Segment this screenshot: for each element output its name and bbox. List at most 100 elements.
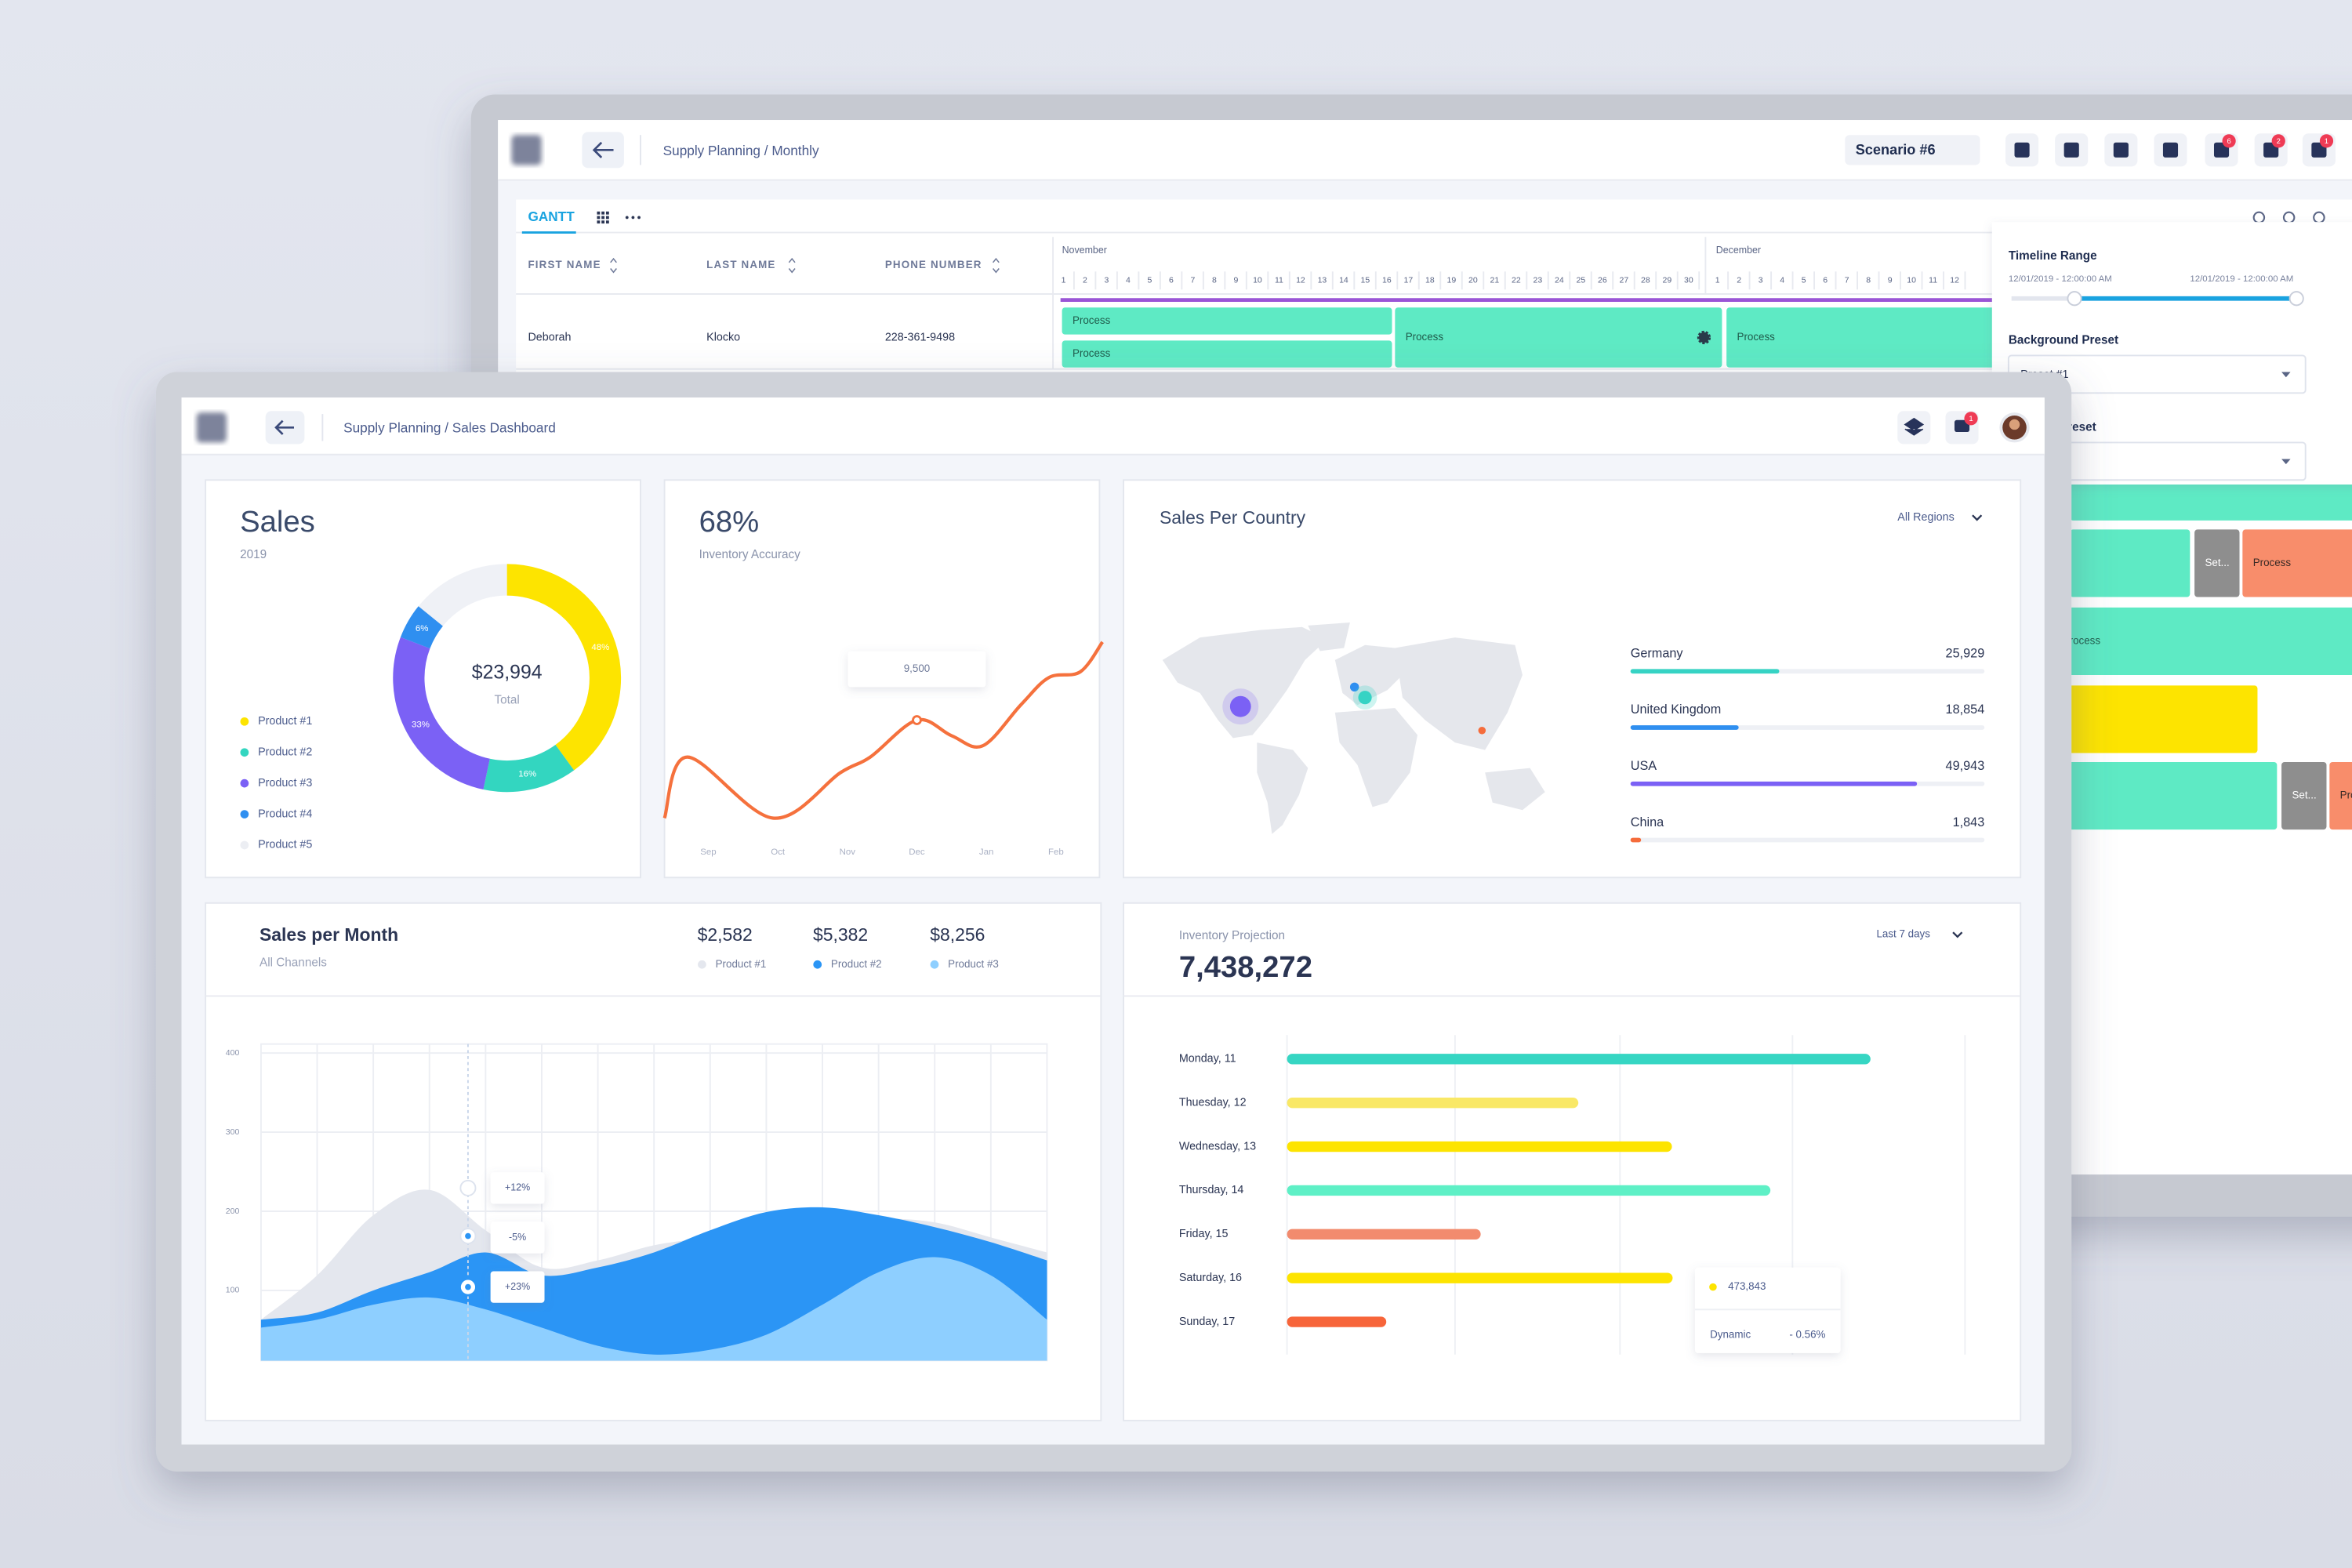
hover-marker xyxy=(459,1179,477,1196)
day-label: Thursday, 14 xyxy=(1179,1184,1244,1196)
data-point xyxy=(912,715,922,725)
filter-chevron xyxy=(1952,931,1963,938)
scenario-selector[interactable] xyxy=(1845,135,1980,165)
x-tick-label: Dec xyxy=(909,848,925,857)
avatar-face xyxy=(2009,419,2020,430)
tooltip-value: 473,843 xyxy=(1728,1280,1766,1292)
day-label: Wednesday, 13 xyxy=(1179,1140,1256,1152)
toolbar-icon xyxy=(2113,142,2129,158)
toolbar-icon xyxy=(2162,142,2179,158)
x-tick-label: Feb xyxy=(1048,848,1064,857)
task-bar[interactable] xyxy=(2194,529,2240,597)
badge-count: 2 xyxy=(2277,137,2281,146)
task-bar[interactable] xyxy=(1062,307,1392,335)
country-value: 18,854 xyxy=(1946,702,1985,717)
country-label: Germany xyxy=(1631,647,1684,661)
card-subtitle: Inventory Accuracy xyxy=(699,548,801,561)
day-label: 6 xyxy=(1823,276,1828,285)
day-label: 10 xyxy=(1907,276,1916,285)
legend-marker xyxy=(698,960,706,969)
grid-icon xyxy=(597,211,601,215)
task-bar[interactable] xyxy=(2055,761,2278,830)
legend-marker xyxy=(240,717,249,726)
task-bar[interactable] xyxy=(2329,761,2352,830)
period-filter: Last 7 days xyxy=(1876,928,1930,940)
day-label: 1 xyxy=(1062,276,1066,285)
row-cell: Deborah xyxy=(528,331,571,343)
legend-label: Product #1 xyxy=(258,715,312,728)
card-title: 7,438,272 xyxy=(1179,950,1312,984)
task-bar[interactable] xyxy=(2070,529,2190,597)
day-label: 11 xyxy=(1275,276,1283,285)
map-marker xyxy=(1229,695,1251,717)
card-subtitle: 2019 xyxy=(240,548,267,561)
task-bar[interactable] xyxy=(2052,607,2352,675)
country-value: 1,843 xyxy=(1953,815,1985,829)
card-title: Sales per Month xyxy=(260,924,398,945)
map-continent xyxy=(1162,626,1328,739)
day-label: 25 xyxy=(1577,276,1586,285)
task-label: Process xyxy=(2340,789,2352,801)
task-bar[interactable] xyxy=(2281,761,2327,830)
back-arrow xyxy=(274,419,294,435)
toolbar-icon xyxy=(2014,142,2030,158)
bar xyxy=(1287,1054,1871,1065)
map-continent xyxy=(1308,622,1350,652)
card xyxy=(1123,902,2022,1421)
notification-badge xyxy=(2319,134,2334,148)
day-label: 8 xyxy=(1212,276,1217,285)
grid-icon xyxy=(601,220,605,224)
day-label: 11 xyxy=(1929,276,1937,285)
row-cell: Klocko xyxy=(706,331,740,343)
x-tick-label: Oct xyxy=(771,848,786,857)
more-icon xyxy=(625,216,629,220)
tooltip xyxy=(1694,1267,1841,1353)
donut-label: 6% xyxy=(416,624,429,633)
column-header: FIRST NAME xyxy=(528,259,601,270)
day-label: 7 xyxy=(1191,276,1196,285)
day-label: 18 xyxy=(1425,276,1435,285)
day-label: Monday, 11 xyxy=(1179,1053,1236,1065)
day-label: 27 xyxy=(1619,276,1628,285)
country-label: USA xyxy=(1631,759,1657,773)
grid-icon xyxy=(605,216,609,220)
legend-marker xyxy=(240,779,249,788)
legend-label: Product #2 xyxy=(258,746,312,759)
task-bar[interactable] xyxy=(2242,529,2352,597)
map-continent xyxy=(1334,708,1418,808)
filter-chevron xyxy=(1972,514,1983,521)
legend-marker xyxy=(240,810,249,818)
bar xyxy=(1287,1097,1579,1109)
day-label: 12 xyxy=(1950,276,1959,285)
slider-handle xyxy=(2067,291,2082,307)
summary-value: $5,382 xyxy=(813,924,868,945)
tooltip xyxy=(848,651,986,688)
task-label: Process xyxy=(1406,331,1444,343)
range-end: 12/01/2019 - 12:00:00 AM xyxy=(2190,274,2293,284)
back-header xyxy=(498,120,2352,180)
more-icon xyxy=(637,216,641,220)
day-label: 22 xyxy=(1512,276,1521,285)
notification-badge xyxy=(2222,134,2236,148)
day-label: 28 xyxy=(1641,276,1650,285)
task-bar[interactable] xyxy=(2040,685,2258,753)
select-caret xyxy=(2281,459,2291,465)
task-bar[interactable] xyxy=(1062,340,1392,368)
task-bar[interactable] xyxy=(1395,307,1722,368)
task-label: Process xyxy=(1073,314,1111,326)
day-label: Friday, 15 xyxy=(1179,1228,1229,1240)
day-label: 3 xyxy=(1759,276,1763,285)
day-label: Thuesday, 12 xyxy=(1179,1096,1247,1109)
bar xyxy=(1287,1141,1672,1152)
day-label: 3 xyxy=(1105,276,1109,285)
annotation: -5% xyxy=(509,1232,526,1243)
donut-total: $23,994 xyxy=(472,662,543,684)
day-label: 9 xyxy=(1888,276,1893,285)
summary-value: $2,582 xyxy=(698,924,753,945)
card-title: Sales Per Country xyxy=(1160,507,1306,528)
sort-icon xyxy=(788,257,796,274)
annotation: +23% xyxy=(505,1281,530,1292)
annotation-box xyxy=(490,1271,545,1303)
country-value: 25,929 xyxy=(1946,647,1985,661)
donut-label: 48% xyxy=(591,643,609,652)
